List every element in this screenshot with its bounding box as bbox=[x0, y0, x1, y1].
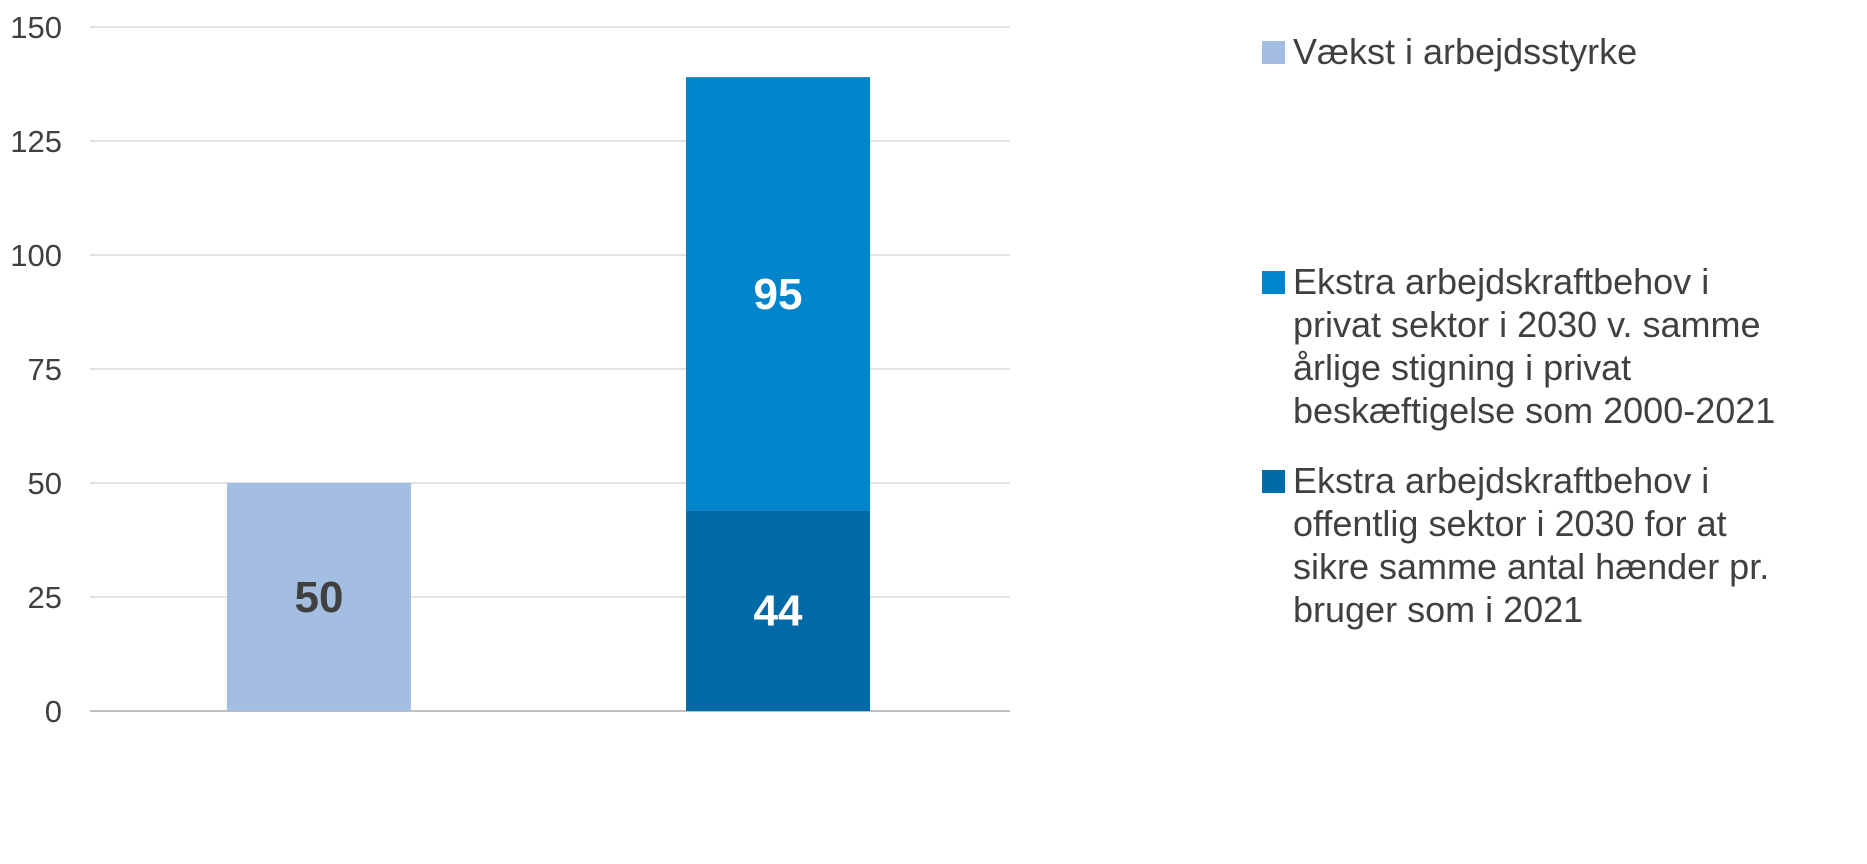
y-tick-label-150: 150 bbox=[10, 10, 62, 45]
data-labels: 50 44 95 bbox=[295, 270, 803, 636]
y-axis-tick-labels: 0 25 50 75 100 125 150 bbox=[10, 10, 62, 729]
y-tick-label-125: 125 bbox=[10, 124, 62, 159]
legend-label-offentlig-sektor: Ekstra arbejdskraftbehov i offentlig sek… bbox=[1293, 460, 1770, 630]
data-label-series-2-category-1: 95 bbox=[754, 270, 803, 319]
bar-series-2-category-1 bbox=[686, 77, 870, 511]
data-label-series-0-category-0: 50 bbox=[295, 573, 344, 622]
legend-item-vaekst-i-arbejdsstyrke: Vækst i arbejdsstyrke bbox=[1262, 30, 1853, 73]
legend-item-offentlig-sektor: Ekstra arbejdskraftbehov i offentlig sek… bbox=[1262, 459, 1853, 631]
bar-series-1-category-1 bbox=[686, 510, 870, 711]
data-label-series-1-category-1: 44 bbox=[754, 587, 803, 636]
y-tick-label-0: 0 bbox=[45, 694, 62, 729]
legend-label-vaekst-i-arbejdsstyrke: Vækst i arbejdsstyrke bbox=[1293, 31, 1638, 72]
y-tick-label-75: 75 bbox=[28, 352, 62, 387]
legend-swatch-offentlig-sektor bbox=[1262, 470, 1285, 493]
legend-label-privat-sektor: Ekstra arbejdskraftbehov i privat sektor… bbox=[1293, 261, 1776, 431]
bars bbox=[227, 77, 870, 711]
legend-swatch-privat-sektor bbox=[1262, 271, 1285, 294]
y-tick-label-100: 100 bbox=[10, 238, 62, 273]
y-tick-label-50: 50 bbox=[28, 466, 62, 501]
legend-swatch-vaekst-i-arbejdsstyrke bbox=[1262, 41, 1285, 64]
y-tick-label-25: 25 bbox=[28, 580, 62, 615]
legend-item-privat-sektor: Ekstra arbejdskraftbehov i privat sektor… bbox=[1262, 260, 1853, 432]
bar-series-0-category-0 bbox=[227, 483, 411, 711]
